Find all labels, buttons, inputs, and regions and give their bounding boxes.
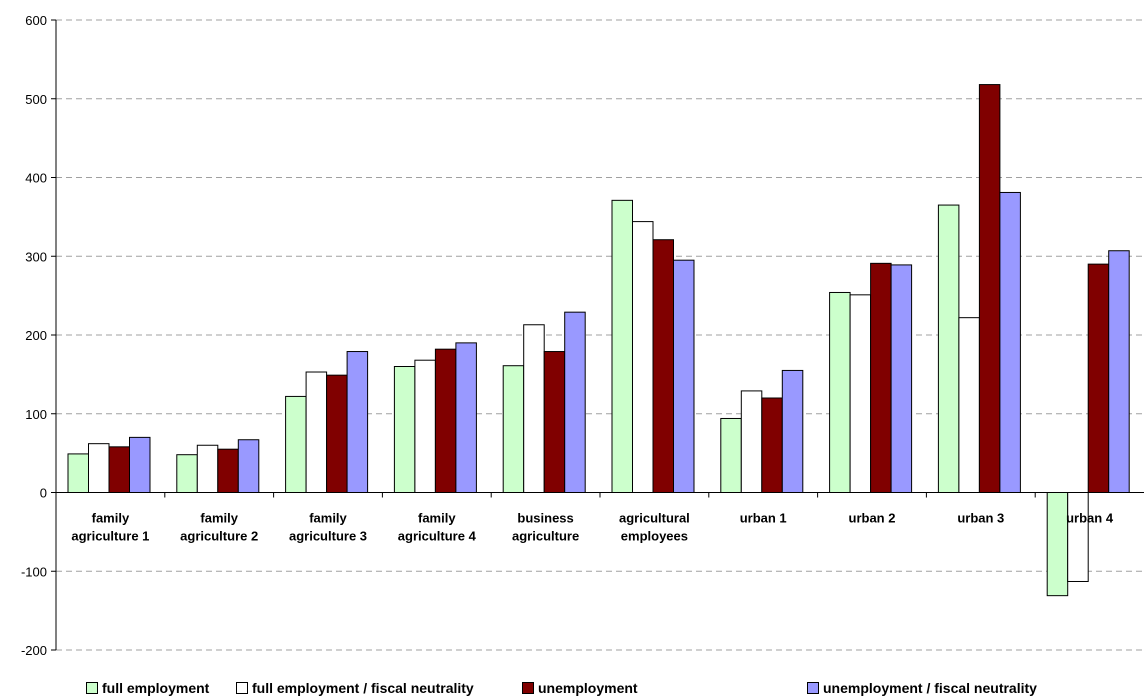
bar: [414, 359, 436, 494]
bar: [67, 453, 89, 494]
bar: [502, 365, 525, 493]
bar: [673, 259, 695, 493]
y-tick-label: 0: [40, 486, 47, 501]
bar: [1087, 263, 1110, 493]
bar: [829, 291, 851, 493]
legend-label: full employment: [102, 680, 210, 696]
bar: [523, 324, 545, 494]
legend-item: unemployment / fiscal neutrality: [807, 680, 1037, 696]
bar: [564, 311, 586, 493]
bar: [652, 239, 674, 493]
y-tick-label: 300: [25, 249, 47, 264]
axes: [51, 19, 1144, 651]
y-tick-label: -100: [21, 564, 47, 579]
bar: [1046, 492, 1069, 597]
x-category-label: family agriculture 2: [180, 511, 258, 544]
bar: [326, 374, 348, 494]
bar: [999, 191, 1021, 493]
y-tick-label: 100: [25, 407, 47, 422]
legend-item: unemployment: [522, 680, 638, 696]
x-category-label: family agriculture 1: [71, 511, 149, 544]
gridlines: [56, 19, 1144, 651]
bar: [108, 446, 130, 494]
legend-swatch: [807, 682, 819, 694]
bar: [285, 395, 307, 493]
bar: [958, 317, 980, 493]
legend-swatch: [86, 682, 98, 694]
bar: [237, 439, 260, 493]
bar: [346, 351, 369, 493]
bar: [849, 294, 872, 493]
bar: [632, 221, 654, 493]
bar: [305, 371, 328, 494]
bar: [393, 366, 416, 493]
bar: [1108, 250, 1130, 493]
bar: [740, 390, 763, 494]
legend-swatch: [236, 682, 248, 694]
bar: [611, 199, 633, 493]
bar: [176, 454, 198, 494]
x-category-label: urban 4: [1066, 511, 1114, 526]
legend-swatch: [522, 682, 534, 694]
bar: [870, 262, 892, 493]
bar-chart: -200 -100 0 100 200 300 400 500 600 family agricu…: [21, 13, 1144, 658]
bar: [434, 348, 457, 493]
x-category-label: agricultural employees: [619, 511, 690, 544]
y-tick-label: 600: [25, 13, 47, 28]
bar: [761, 397, 783, 493]
y-tick-label: 500: [25, 92, 47, 107]
legend: full employment full employment / fiscal …: [0, 680, 1144, 700]
bar: [890, 264, 913, 493]
legend-item: full employment: [86, 680, 209, 696]
x-category-label: urban 3: [957, 511, 1004, 526]
bar: [781, 369, 804, 493]
bar: [455, 342, 477, 493]
x-axis-category-labels: family agriculture 1 family agriculture 2 fa…: [71, 511, 1113, 544]
y-tick-label: 400: [25, 171, 47, 186]
legend-label: unemployment: [538, 680, 638, 696]
y-tick-label: -200: [21, 643, 47, 658]
y-axis-tick-labels: -200 -100 0 100 200 300 400 500 600: [21, 13, 47, 658]
x-category-label: urban 2: [849, 511, 896, 526]
bar: [217, 448, 239, 493]
bar: [543, 351, 566, 493]
legend-label: unemployment / fiscal neutrality: [823, 680, 1037, 696]
legend-label: full employment / fiscal neutrality: [252, 680, 474, 696]
y-tick-label: 200: [25, 328, 47, 343]
bar: [1067, 492, 1089, 582]
x-category-label: urban 1: [740, 511, 787, 526]
x-category-label: business agriculture: [512, 511, 579, 544]
x-category-label: family agriculture 3: [289, 511, 367, 544]
bar: [129, 436, 151, 493]
bar: [978, 84, 1001, 493]
bar: [88, 443, 110, 493]
bars: [67, 84, 1130, 597]
bar: [720, 417, 742, 494]
legend-item: full employment / fiscal neutrality: [236, 680, 474, 696]
bar: [937, 204, 960, 493]
x-category-label: family agriculture 4: [398, 511, 477, 544]
bar: [196, 444, 219, 493]
